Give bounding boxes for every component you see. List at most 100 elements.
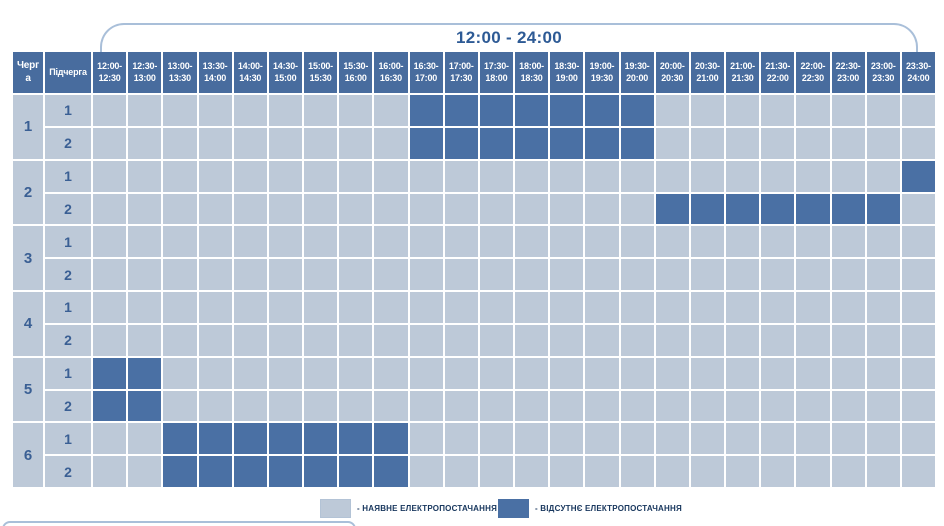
outage-cell [620, 95, 654, 126]
power-on-cell [198, 357, 232, 389]
power-on-cell [726, 226, 760, 258]
power-on-cell [866, 226, 900, 258]
power-on-cell [304, 193, 338, 225]
time-slot-header: 23:30- 24:00 [901, 52, 935, 93]
time-slot-line1: 14:00- [237, 61, 263, 72]
time-slot-line2: 13:30 [168, 72, 191, 83]
power-on-cell [515, 423, 549, 455]
outage-cell [374, 423, 408, 455]
time-slot-line2: 17:30 [450, 72, 473, 83]
time-slot-line1: 21:00- [730, 61, 755, 72]
power-on-cell [831, 95, 865, 126]
power-on-cell [233, 259, 267, 290]
power-on-cell [198, 226, 232, 258]
power-on-cell [866, 390, 900, 422]
power-on-cell [796, 160, 830, 192]
time-slot-line1: 22:30- [835, 61, 861, 72]
power-on-cell [374, 259, 408, 290]
time-slot-header: 16:00- 16:30 [374, 52, 408, 93]
power-on-cell [444, 259, 478, 290]
time-slot-line2: 15:00 [274, 72, 297, 83]
outage-cell [761, 193, 795, 225]
power-on-cell [198, 193, 232, 225]
power-on-cell [901, 456, 935, 487]
power-on-cell [901, 324, 935, 356]
power-on-cell [866, 127, 900, 159]
time-slot-header: 14:30- 15:00 [268, 52, 302, 93]
outage-cell [409, 127, 443, 159]
time-slot-line1: 14:30- [273, 61, 298, 72]
power-on-cell [655, 160, 689, 192]
time-slot-line2: 14:00 [204, 72, 227, 83]
power-on-cell [374, 324, 408, 356]
queue-label: 2 [13, 160, 43, 225]
power-on-cell [409, 423, 443, 455]
power-on-cell [128, 127, 162, 159]
power-on-cell [268, 390, 302, 422]
time-slot-header: 22:00- 22:30 [796, 52, 830, 93]
power-on-cell [198, 390, 232, 422]
power-on-cell [761, 423, 795, 455]
power-on-cell [163, 160, 197, 192]
legend-label-available: - НАЯВНЕ ЕЛЕКТРОПОСТАЧАННЯ [357, 504, 498, 513]
power-on-cell [304, 160, 338, 192]
power-on-cell [866, 95, 900, 126]
outage-cell [233, 423, 267, 455]
power-on-cell [304, 95, 338, 126]
subqueue-label: 1 [45, 95, 91, 126]
power-on-cell [550, 193, 584, 225]
power-on-cell [726, 160, 760, 192]
power-on-cell [128, 324, 162, 356]
power-on-cell [901, 390, 935, 422]
legend-swatch-available [320, 499, 351, 518]
power-on-cell [198, 127, 232, 159]
power-on-cell [761, 95, 795, 126]
time-slot-line2: 23:00 [837, 72, 860, 83]
power-on-cell [550, 456, 584, 487]
power-on-cell [796, 95, 830, 126]
power-on-cell [726, 292, 760, 323]
power-on-cell [339, 127, 373, 159]
power-on-cell [339, 390, 373, 422]
time-slot-line1: 18:30- [554, 61, 580, 72]
power-on-cell [796, 292, 830, 323]
time-slot-header: 16:30- 17:00 [409, 52, 443, 93]
time-slot-line1: 20:00- [659, 61, 685, 72]
outage-cell [374, 456, 408, 487]
power-on-cell [515, 259, 549, 290]
power-on-cell [409, 226, 443, 258]
power-on-cell [620, 160, 654, 192]
power-on-cell [866, 160, 900, 192]
power-on-cell [620, 390, 654, 422]
outage-cell [163, 423, 197, 455]
power-on-cell [304, 226, 338, 258]
power-on-cell [690, 324, 724, 356]
outage-cell [796, 193, 830, 225]
power-on-cell [761, 226, 795, 258]
time-slot-header: 20:30- 21:00 [690, 52, 724, 93]
power-on-cell [479, 357, 513, 389]
power-on-cell [268, 127, 302, 159]
time-slot-header: 13:00- 13:30 [163, 52, 197, 93]
power-on-cell [726, 456, 760, 487]
power-on-cell [866, 259, 900, 290]
power-on-cell [374, 193, 408, 225]
power-on-cell [374, 127, 408, 159]
power-on-cell [515, 160, 549, 192]
power-on-cell [550, 423, 584, 455]
power-on-cell [479, 390, 513, 422]
time-slot-header: 13:30- 14:00 [198, 52, 232, 93]
time-slot-line2: 21:30 [731, 72, 754, 83]
power-on-cell [796, 226, 830, 258]
time-slot-line2: 12:30 [98, 72, 121, 83]
outage-cell [831, 193, 865, 225]
power-on-cell [866, 292, 900, 323]
power-on-cell [233, 226, 267, 258]
power-on-cell [444, 160, 478, 192]
outage-cell [128, 390, 162, 422]
power-on-cell [163, 324, 197, 356]
time-slot-line2: 14:30 [239, 72, 262, 83]
power-on-cell [550, 357, 584, 389]
power-on-cell [233, 357, 267, 389]
